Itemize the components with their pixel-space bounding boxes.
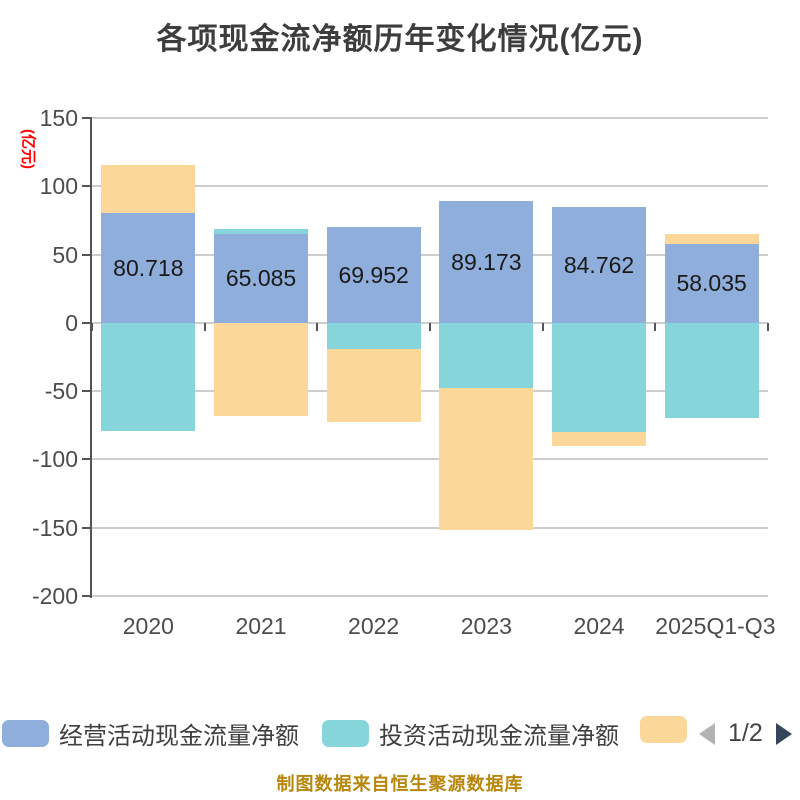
bar-segment-series-2-2021[interactable]: [214, 229, 308, 234]
plot-area: 80.718 65.085 69.952 89.173 84.762 58.035: [91, 117, 769, 597]
y-axis-tick: [82, 253, 91, 256]
x-tick-label-2020: 2020: [122, 613, 174, 639]
bar-segment-series-2-2023[interactable]: [439, 322, 534, 389]
legend-swatch-series-3[interactable]: [640, 716, 687, 743]
grid-line: [92, 595, 768, 597]
bar-value-label: 80.718: [113, 254, 184, 281]
y-axis-tick: [82, 390, 91, 393]
y-tick-label: -200: [31, 583, 78, 609]
bar-value-label: 84.762: [563, 252, 635, 278]
x-axis-tick: [429, 322, 431, 331]
legend-pager: 1/2: [699, 719, 792, 748]
y-axis-tick: [82, 321, 91, 324]
y-tick-label: 150: [39, 105, 78, 131]
bar-segment-series-2-2020[interactable]: [101, 322, 196, 431]
y-axis-tick: [82, 458, 91, 461]
x-axis-tick: [91, 322, 93, 331]
legend-label-series-1: 经营活动现金流量净额: [59, 723, 299, 750]
grid-line: [92, 526, 768, 529]
chart-title: 各项现金流净额历年变化情况(亿元): [156, 23, 644, 56]
legend-item-series-3[interactable]: [640, 716, 697, 743]
y-axis-tick: [82, 595, 91, 597]
x-axis-tick: [654, 322, 657, 331]
bar-segment-series-3-2021[interactable]: [214, 322, 308, 417]
grid-line: [92, 458, 768, 461]
bar-segment-series-3-2025Q1-Q3[interactable]: [664, 234, 759, 244]
y-axis-tick: [82, 185, 91, 188]
bar-segment-series-1-2025Q1-Q3[interactable]: [664, 243, 759, 323]
y-tick-label: 50: [52, 241, 78, 268]
x-axis-tick: [203, 322, 206, 331]
pager-next-icon[interactable]: [775, 722, 792, 745]
x-axis-tick: [541, 322, 544, 331]
y-axis-tick: [82, 526, 91, 529]
bar-segment-series-2-2022[interactable]: [326, 322, 421, 349]
bar-segment-series-1-2021[interactable]: [214, 234, 308, 323]
bar-segment-series-3-2022[interactable]: [326, 348, 421, 422]
grid-line: [92, 185, 768, 188]
bar-value-label: 69.952: [338, 262, 409, 289]
y-tick-label: -50: [44, 378, 78, 405]
y-tick-label: -150: [31, 514, 78, 541]
y-axis-line: [90, 117, 92, 598]
bar-segment-series-3-2023[interactable]: [439, 388, 534, 531]
x-tick-label-2025Q1-Q3: 2025Q1-Q3: [655, 613, 776, 639]
y-axis-name: (亿元): [19, 129, 37, 169]
bar-value-label: 89.173: [451, 249, 522, 275]
bar-value-label: 58.035: [676, 270, 747, 297]
pager-prev-icon[interactable]: [699, 722, 715, 745]
bar-segment-series-1-2024[interactable]: [552, 207, 646, 323]
bar-segment-series-3-2020[interactable]: [101, 164, 196, 213]
y-tick-label: 0: [65, 309, 78, 336]
grid-line: [92, 117, 768, 119]
legend-label-series-2: 投资活动现金流量净额: [379, 723, 619, 750]
bar-segment-series-1-2022[interactable]: [326, 227, 421, 323]
legend-swatch-series-2[interactable]: [322, 720, 369, 747]
x-tick-label-2023: 2023: [460, 613, 512, 639]
x-axis-tick: [767, 322, 769, 331]
x-tick-label-2021: 2021: [235, 613, 287, 639]
x-axis-tick: [316, 322, 319, 331]
y-axis-tick: [82, 117, 91, 119]
y-tick-label: 100: [39, 173, 78, 200]
bar-segment-series-1-2023[interactable]: [439, 201, 534, 323]
x-tick-label-2022: 2022: [348, 613, 400, 639]
data-source-note: 制图数据来自恒生聚源数据库: [276, 774, 524, 794]
grid-line: [92, 390, 768, 393]
bar-segment-series-1-2020[interactable]: [101, 212, 196, 323]
bar-segment-series-3-2024[interactable]: [552, 432, 646, 447]
legend-swatch-series-1[interactable]: [2, 720, 49, 747]
bar-segment-series-2-2024[interactable]: [552, 322, 646, 433]
legend: 经营活动现金流量净额 投资活动现金流量净额 1/2: [0, 716, 800, 750]
x-tick-label-2024: 2024: [573, 613, 625, 639]
legend-item-series-1[interactable]: 经营活动现金流量净额: [2, 716, 299, 751]
pager-page-label: 1/2: [728, 719, 763, 747]
bar-value-label: 65.085: [225, 265, 297, 292]
grid-line: [92, 253, 768, 256]
legend-item-series-2[interactable]: 投资活动现金流量净额: [322, 716, 619, 751]
bar-segment-series-2-2025Q1-Q3[interactable]: [664, 322, 759, 419]
y-tick-label: -100: [31, 446, 78, 473]
